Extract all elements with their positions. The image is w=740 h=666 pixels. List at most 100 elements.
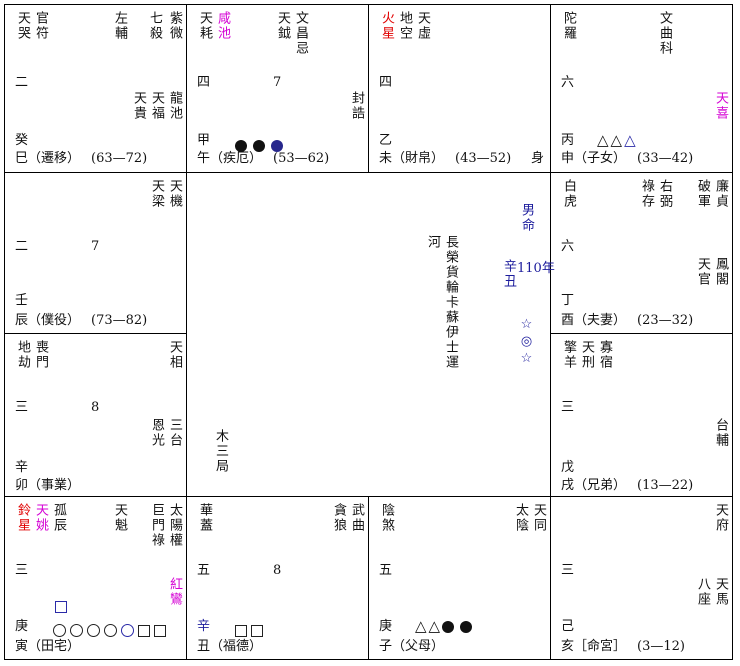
star-lingxing: 鈴星 — [15, 503, 30, 533]
marker-mixed: △ △ — [415, 616, 478, 635]
palace-yin: 鈴星 天姚 孤辰 天魁 巨門祿 太陽權 三 紅鸞 庚 寅（田宅） — [4, 496, 187, 660]
age-range: (33—42) — [637, 151, 694, 166]
age-range: (43—52) — [455, 151, 512, 166]
age-range: (23—32) — [637, 313, 694, 328]
star-wuqu: 武曲 — [349, 503, 364, 533]
star-xianchi: 咸池 — [215, 11, 230, 41]
palace-num: 三 — [15, 400, 29, 415]
palace-num: 五 — [197, 563, 211, 578]
palace-xu: 擎羊 天刑 寡宿 三 台輔 戊 戌（兄弟） (13—22) — [550, 333, 733, 497]
age-range: (63—72) — [91, 151, 148, 166]
age-range: (53—62) — [273, 151, 330, 166]
star-tianfu-minor: 天福 — [149, 91, 164, 121]
star-tianxing: 天刑 — [579, 340, 594, 370]
palace-num: 六 — [561, 239, 575, 254]
star-tanlang: 貪狼 — [331, 503, 346, 533]
palace-num: 三 — [561, 400, 575, 415]
circle-icon — [53, 624, 66, 637]
star-jumen: 巨門祿 — [149, 503, 164, 548]
star-tianji: 天機 — [167, 179, 182, 209]
star-wenqu: 文曲科 — [657, 11, 672, 56]
star-tianyue: 天鉞 — [275, 11, 290, 41]
palace-zi: 陰煞 太陰 天同 五 庚 △ △ 子（父母） — [368, 496, 551, 660]
star-guasu: 寡宿 — [597, 340, 612, 370]
star-santai: 三台 — [167, 418, 182, 448]
star-youbi: 右弼 — [657, 179, 672, 209]
name-ship: 長榮貨輪卡蘇伊士運 — [443, 235, 458, 370]
palace-num: 四 — [197, 75, 211, 90]
square-icon — [251, 624, 263, 637]
star-baihu: 白虎 — [561, 179, 576, 209]
heavenly-stem: 戊 — [561, 460, 575, 475]
triangle-icon: △ — [610, 131, 623, 149]
marker-triangles: △ △ △ — [597, 130, 638, 149]
palace-label: 子（父母） — [379, 639, 445, 654]
heavenly-stem: 丁 — [561, 293, 575, 308]
age-range: (73—82) — [91, 313, 148, 328]
star-hongluan: 紅鸞 — [167, 577, 182, 607]
palace-label: 巳（遷移） — [15, 151, 81, 166]
circle-icon — [104, 624, 117, 637]
star-tianliang: 天梁 — [149, 179, 164, 209]
palace-num2: 7 — [273, 75, 282, 90]
star-tiantong: 天同 — [531, 503, 546, 533]
triangle-icon: △ — [624, 131, 636, 149]
palace-num: 五 — [379, 563, 393, 578]
star-fenggao: 封誥 — [349, 91, 364, 121]
triangle-icon: △ — [597, 131, 609, 149]
age-range: (13—22) — [637, 478, 694, 493]
palace-hai: 天府 三 八座 天馬 己 亥［命宮］ (3—12) — [550, 496, 733, 660]
palace-wu: 天耗 咸池 天鉞 文昌忌 四 7 封誥 甲 午（疾厄） (53—62) — [186, 4, 369, 173]
circle-icon — [87, 624, 100, 637]
palace-num: 三 — [561, 563, 575, 578]
marker-squares — [235, 620, 267, 639]
star-guanfu: 官符 — [33, 11, 48, 41]
star-tianku: 天哭 — [15, 11, 30, 41]
star-sangmen: 喪門 — [33, 340, 48, 370]
heavenly-stem: 庚 — [379, 619, 393, 634]
palace-label: 酉（夫妻） — [561, 313, 627, 328]
palace-label: 寅（田宅） — [15, 639, 81, 654]
heavenly-stem: 癸 — [15, 133, 29, 148]
star-ziwei: 紫微 — [167, 11, 182, 41]
circle-icon — [121, 624, 134, 637]
palace-num: 二 — [15, 239, 29, 254]
palace-label: 午（疾厄） — [197, 151, 263, 166]
star-qingyang: 擎羊 — [561, 340, 576, 370]
star-wenchang: 文昌忌 — [293, 11, 308, 56]
star-pojun: 破軍 — [695, 179, 710, 209]
palace-label: 辰（僕役） — [15, 313, 81, 328]
star-taifu: 台輔 — [713, 418, 728, 448]
triangle-icon: △ — [428, 617, 441, 635]
heavenly-stem: 丙 — [561, 133, 575, 148]
star-longchi: 龍池 — [167, 91, 182, 121]
dot-icon — [460, 620, 473, 633]
star-guchen: 孤辰 — [51, 503, 66, 533]
star-tiangui: 天貴 — [131, 91, 146, 121]
year-number: 110年 — [517, 261, 555, 276]
star-fengge: 鳳閣 — [713, 257, 728, 287]
star-tianma: 天馬 — [713, 577, 728, 607]
star-huagai: 華蓋 — [197, 503, 212, 533]
star-tiankui: 天魁 — [112, 503, 127, 533]
heavenly-stem: 乙 — [379, 133, 393, 148]
star-lianzhen: 廉貞 — [713, 179, 728, 209]
star-tuoluo: 陀羅 — [561, 11, 576, 41]
palace-num: 四 — [379, 75, 393, 90]
square-icon — [154, 624, 166, 637]
star-huoxing: 火星 — [379, 11, 394, 41]
star-tianfu: 天府 — [713, 503, 728, 533]
palace-shen: 陀羅 文曲科 六 天喜 丙 △ △ △ 申（子女） (33—42) — [550, 4, 733, 173]
dot-icon — [271, 139, 283, 152]
palace-label: 丑（福德） — [197, 639, 263, 654]
palace-num2: 8 — [91, 400, 100, 415]
gender: 男命 — [519, 203, 534, 233]
heavenly-stem: 甲 — [197, 133, 211, 148]
palace-num: 三 — [15, 563, 29, 578]
marker-dots — [235, 135, 289, 154]
square-icon — [235, 624, 247, 637]
star-dikong: 地空 — [397, 11, 412, 41]
star-tianxu: 天虛 — [415, 11, 430, 41]
square-icon — [138, 624, 150, 637]
star-dijie: 地劫 — [15, 340, 30, 370]
